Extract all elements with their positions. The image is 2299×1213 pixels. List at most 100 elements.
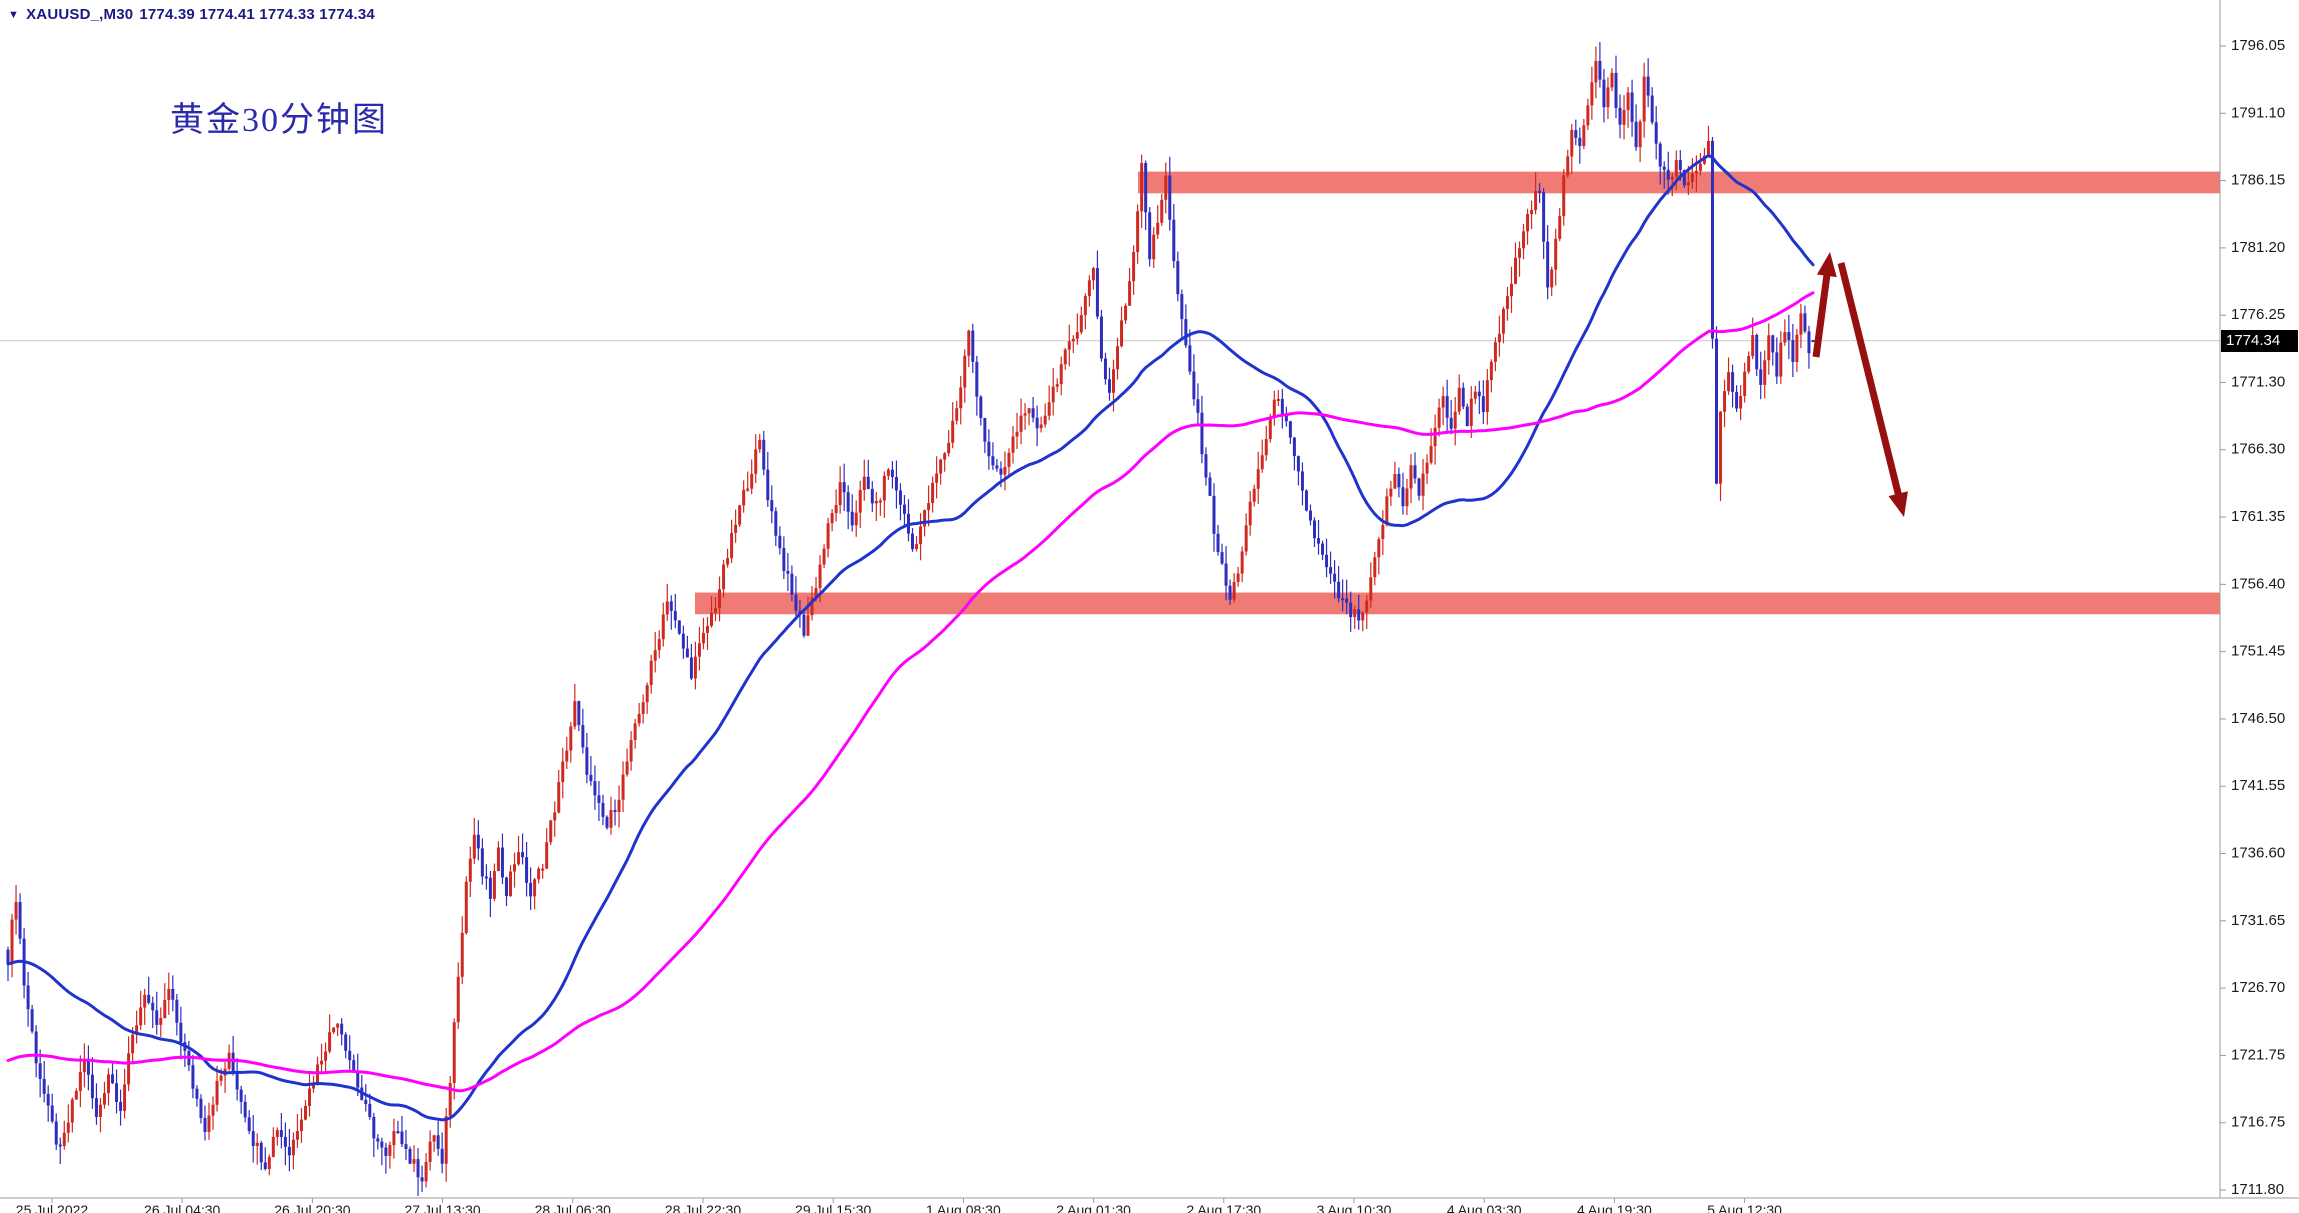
candle <box>1353 605 1357 629</box>
up-arrow[interactable] <box>1812 252 1837 358</box>
candle <box>195 1085 199 1107</box>
candle <box>1731 364 1735 408</box>
candle <box>456 962 460 1029</box>
candle <box>58 1137 62 1165</box>
candle <box>1719 410 1723 502</box>
candle <box>66 1104 70 1143</box>
candle <box>529 867 533 911</box>
current-price-tag: 1774.34 <box>2221 329 2298 352</box>
price-tick-label: 1751.45 <box>2231 643 2285 660</box>
candle <box>151 996 155 1029</box>
candle <box>1196 383 1200 424</box>
candle <box>1449 400 1453 435</box>
candle <box>62 1120 66 1150</box>
candle <box>1501 306 1505 344</box>
candle <box>951 402 955 449</box>
candle <box>504 876 508 907</box>
candle <box>1329 551 1333 584</box>
candle <box>476 820 480 861</box>
candle <box>1393 461 1397 489</box>
candle <box>215 1065 219 1112</box>
candle <box>1417 477 1421 501</box>
candle <box>263 1147 267 1171</box>
candle <box>854 500 858 537</box>
time-axis[interactable]: 25 Jul 2022 26 Jul 04:30 26 Jul 20:30 27 Ju… <box>16 1198 1782 1213</box>
candle <box>175 993 179 1036</box>
candle <box>1566 149 1570 178</box>
candle <box>935 456 939 499</box>
candle <box>1534 172 1538 215</box>
candle <box>1284 406 1288 427</box>
candle <box>697 627 701 671</box>
candle <box>1674 150 1678 191</box>
candle <box>1377 536 1381 575</box>
candle <box>673 593 677 629</box>
time-tick-label: 28 Jul 06:30 <box>535 1202 611 1213</box>
price-tick-label: 1771.30 <box>2231 373 2285 390</box>
candle <box>553 801 557 837</box>
candle <box>525 842 529 897</box>
candle <box>1252 484 1256 507</box>
candle <box>94 1083 98 1125</box>
candle <box>336 1022 340 1037</box>
candle <box>291 1132 295 1170</box>
candle <box>601 794 605 826</box>
candle <box>1208 472 1212 497</box>
chart-annotation-text[interactable]: 黄金30分钟图 <box>170 102 388 139</box>
candle <box>1642 62 1646 138</box>
trend-arrows[interactable] <box>1812 252 1908 517</box>
upper-resistance-zone[interactable] <box>1138 171 2220 194</box>
candle <box>911 528 914 552</box>
candle <box>1538 183 1542 204</box>
candle <box>1047 385 1051 421</box>
candle <box>1168 156 1172 231</box>
candle <box>790 565 794 602</box>
price-tick-label: 1721.75 <box>2231 1046 2285 1063</box>
candle <box>1059 356 1063 396</box>
candle <box>1759 351 1763 400</box>
down-arrow[interactable] <box>1837 262 1908 517</box>
candle <box>46 1085 50 1122</box>
candle <box>1385 488 1389 527</box>
time-tick-label: 25 Jul 2022 <box>16 1202 89 1213</box>
candle <box>488 870 492 918</box>
candle <box>983 417 987 454</box>
time-tick-label: 4 Aug 03:30 <box>1447 1202 1522 1213</box>
candle <box>332 1027 336 1034</box>
candle <box>943 452 947 472</box>
lower-support-zone[interactable] <box>695 592 2220 615</box>
candle <box>967 329 971 368</box>
candle <box>617 785 621 828</box>
candle <box>1288 420 1292 445</box>
candle <box>963 349 967 403</box>
candle <box>569 722 573 763</box>
price-axis[interactable]: 1796.05 1791.10 1786.15 1781.20 1776.25 1771.… <box>2220 37 2285 1198</box>
candle <box>862 459 866 501</box>
candle <box>750 459 754 495</box>
candle <box>1630 79 1634 137</box>
candle <box>1397 467 1401 498</box>
candle <box>1650 87 1654 125</box>
candle <box>400 1115 404 1148</box>
candle <box>919 513 923 561</box>
candle <box>468 846 472 897</box>
candle <box>18 893 22 945</box>
candle <box>1345 579 1349 615</box>
candle <box>90 1057 94 1109</box>
candle <box>770 485 774 524</box>
candle <box>1706 125 1710 156</box>
candle <box>1272 390 1276 426</box>
candle <box>561 747 565 799</box>
candle <box>404 1129 408 1161</box>
candle <box>1445 379 1449 434</box>
candle <box>179 1006 183 1060</box>
candle <box>782 536 786 580</box>
collapse-arrow-icon[interactable]: ▼ <box>8 9 20 21</box>
candle <box>227 1044 231 1071</box>
candle <box>320 1043 324 1074</box>
candle <box>850 494 854 532</box>
price-tick-label: 1791.10 <box>2231 104 2285 121</box>
candle <box>1055 378 1059 393</box>
